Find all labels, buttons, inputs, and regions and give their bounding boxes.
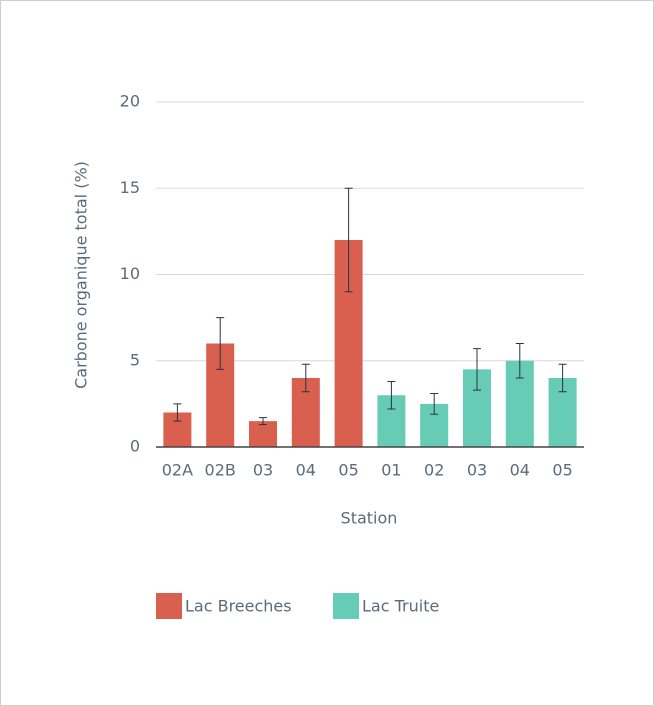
error-bar xyxy=(387,380,396,410)
x-tick-label: 03 xyxy=(253,461,273,480)
bar xyxy=(249,421,277,447)
x-tick-label: 04 xyxy=(510,461,530,480)
error-bar xyxy=(473,348,481,391)
error-bar xyxy=(259,417,267,426)
legend-label: Lac Breeches xyxy=(185,597,292,616)
y-tick-label: 10 xyxy=(120,264,140,283)
x-tick-label: 05 xyxy=(338,461,358,480)
x-tick-label: 02A xyxy=(162,461,193,480)
error-bar xyxy=(558,363,567,393)
legend-label: Lac Truite xyxy=(362,597,439,616)
x-tick-label: 03 xyxy=(467,461,487,480)
error-bar xyxy=(515,343,524,379)
error-bar xyxy=(173,403,182,422)
legend-swatch xyxy=(333,593,359,619)
error-bar xyxy=(430,393,439,415)
y-tick-label: 0 xyxy=(130,437,140,456)
x-tick-label: 02B xyxy=(205,461,236,480)
y-axis-title: Carbone organique total (%) xyxy=(72,161,91,389)
y-tick-label: 20 xyxy=(120,92,140,111)
x-axis-title: Station xyxy=(341,509,398,528)
y-tick-label: 5 xyxy=(130,350,140,369)
error-bar xyxy=(301,363,310,393)
x-tick-label: 01 xyxy=(381,461,401,480)
x-tick-label: 04 xyxy=(296,461,316,480)
y-tick-label: 15 xyxy=(120,178,140,197)
error-bar xyxy=(344,187,353,293)
x-tick-label: 05 xyxy=(552,461,572,480)
x-tick-label: 02 xyxy=(424,461,444,480)
legend-swatch xyxy=(156,593,182,619)
error-bar xyxy=(216,317,225,370)
